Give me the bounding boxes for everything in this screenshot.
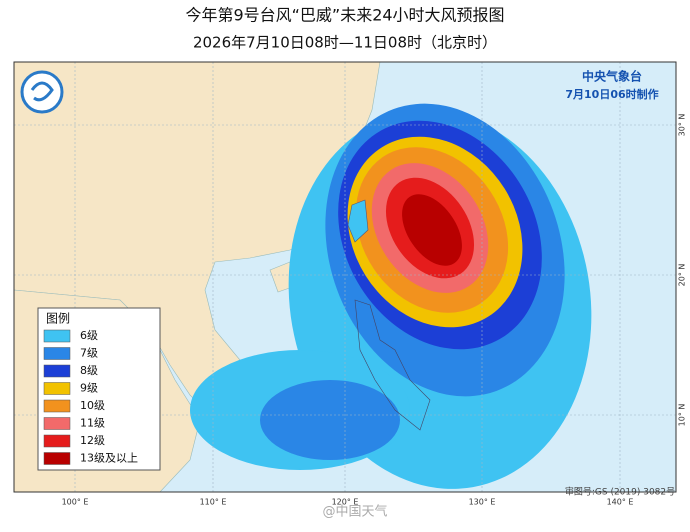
legend-swatch [43, 364, 71, 378]
legend-label: 12级 [80, 434, 105, 447]
latitude-label: 20° N [678, 264, 687, 287]
latitude-label: 30° N [678, 114, 687, 137]
wind-zone [260, 380, 400, 460]
legend-swatch [43, 399, 71, 413]
legend-label: 8级 [80, 364, 98, 377]
longitude-label: 120° E [332, 498, 359, 507]
legend-swatch [43, 329, 71, 343]
map [14, 62, 676, 492]
legend-label: 6级 [80, 329, 98, 342]
legend-label: 7级 [80, 347, 98, 360]
longitude-label: 100° E [62, 498, 89, 507]
longitude-label: 110° E [200, 498, 227, 507]
legend-label: 9级 [80, 382, 98, 395]
issued-time: 7月10日06时制作 [565, 87, 658, 101]
latitude-label: 10° N [678, 404, 687, 427]
longitude-label: 130° E [469, 498, 496, 507]
legend-label: 11级 [80, 417, 105, 430]
legend-swatch [43, 434, 71, 448]
legend-label: 10级 [80, 399, 105, 412]
legend-swatch [43, 452, 71, 465]
axes: 100° E 110° E 120° E 130° E 140° E 30° N 20° N… [62, 114, 687, 507]
legend-swatch [43, 417, 71, 430]
review-number: 审图号:GS (2019) 3082号 [565, 486, 675, 498]
watermark: @中国天气 [322, 504, 387, 520]
wind-zone [402, 194, 462, 266]
longitude-label: 140° E [607, 498, 634, 507]
agency: 中央气象台 [582, 69, 642, 84]
subtitle: 2026年7月10日08时—11日08时（北京时） [193, 34, 497, 52]
legend-title: 图例 [46, 312, 70, 326]
title: 今年第9号台风“巴威”未来24小时大风预报图 [185, 6, 504, 25]
legend-swatch [43, 347, 71, 360]
legend-swatch [43, 382, 71, 395]
legend-label: 13级及以上 [80, 452, 138, 465]
legend: 图例 6级 7级 8级 9级 10级 11级 12级 13级及以上 [37, 307, 161, 471]
